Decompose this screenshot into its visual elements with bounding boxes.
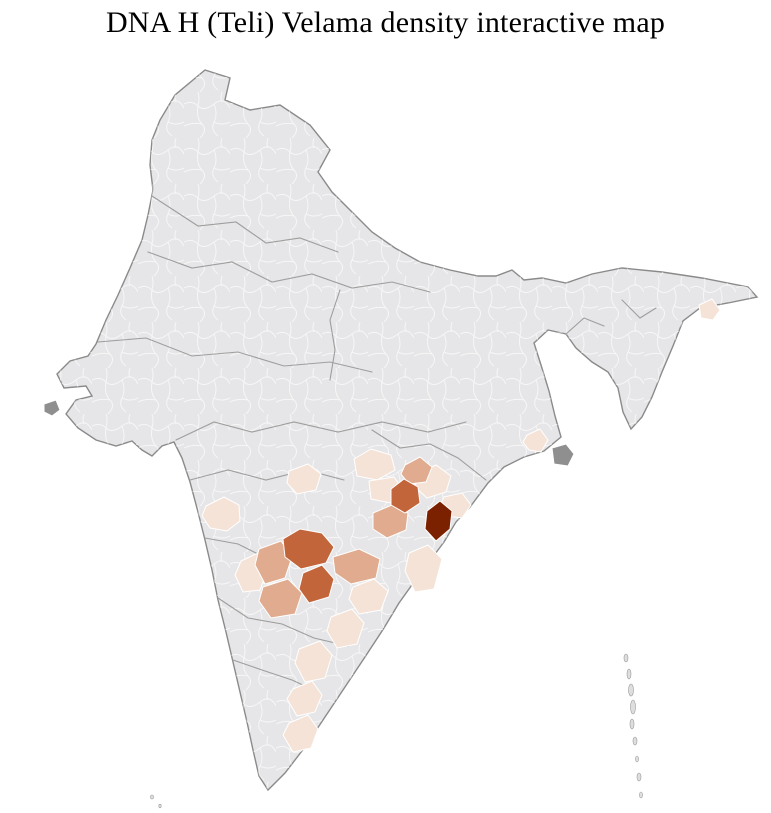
district[interactable] — [298, 564, 335, 604]
district[interactable] — [404, 544, 443, 593]
andaman-islands — [623, 653, 643, 799]
metro-districts[interactable] — [43, 399, 575, 467]
district[interactable] — [258, 578, 303, 619]
district[interactable] — [522, 428, 549, 453]
district[interactable] — [254, 540, 293, 585]
density-districts-lowest[interactable] — [201, 298, 721, 753]
district[interactable] — [353, 448, 396, 481]
district[interactable] — [424, 500, 453, 542]
district[interactable] — [286, 463, 322, 495]
district-boundaries-texture — [57, 70, 757, 790]
district[interactable] — [400, 456, 433, 485]
district[interactable] — [282, 528, 335, 570]
district[interactable] — [201, 496, 241, 532]
district[interactable] — [294, 640, 333, 683]
density-districts-highest[interactable] — [424, 500, 453, 542]
district[interactable] — [332, 548, 381, 585]
lakshadweep-islands — [150, 794, 162, 809]
district[interactable] — [43, 399, 61, 417]
density-districts-high[interactable] — [282, 478, 421, 604]
district[interactable] — [551, 443, 575, 467]
density-districts-low[interactable] — [254, 456, 433, 619]
district[interactable] — [282, 714, 319, 753]
district[interactable] — [286, 680, 323, 717]
district[interactable] — [698, 298, 721, 321]
district[interactable] — [348, 578, 389, 615]
page-title: DNA H (Teli) Velama density interactive … — [105, 6, 666, 39]
district[interactable] — [390, 478, 421, 514]
district[interactable] — [326, 608, 365, 649]
